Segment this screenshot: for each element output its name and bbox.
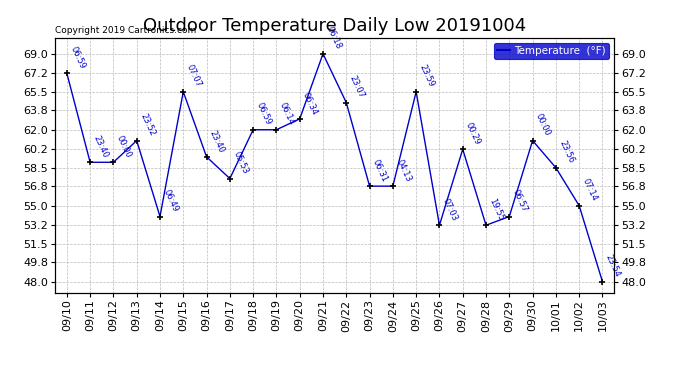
Text: 23:52: 23:52 xyxy=(138,112,157,138)
Text: 06:34: 06:34 xyxy=(301,90,319,116)
Text: 06:59: 06:59 xyxy=(68,45,86,70)
Text: 07:03: 07:03 xyxy=(441,197,459,222)
Text: 23:07: 23:07 xyxy=(348,74,366,100)
Text: 23:59: 23:59 xyxy=(417,63,436,89)
Text: 06:18: 06:18 xyxy=(324,26,343,51)
Text: 06:14: 06:14 xyxy=(278,102,296,127)
Text: 00:00: 00:00 xyxy=(534,112,552,138)
Text: 06:57: 06:57 xyxy=(511,188,529,214)
Text: 23:40: 23:40 xyxy=(208,129,226,154)
Text: 07:07: 07:07 xyxy=(185,63,203,89)
Text: 00:00: 00:00 xyxy=(115,134,133,159)
Text: 23:40: 23:40 xyxy=(92,134,110,159)
Text: 06:59: 06:59 xyxy=(255,102,273,127)
Text: 00:29: 00:29 xyxy=(464,121,482,147)
Text: 23:54: 23:54 xyxy=(604,254,622,279)
Text: Copyright 2019 Cartronics.com: Copyright 2019 Cartronics.com xyxy=(55,26,197,35)
Text: 06:49: 06:49 xyxy=(161,188,179,214)
Text: 07:14: 07:14 xyxy=(580,177,599,203)
Legend: Temperature  (°F): Temperature (°F) xyxy=(494,43,609,59)
Text: 19:55: 19:55 xyxy=(487,197,506,222)
Title: Outdoor Temperature Daily Low 20191004: Outdoor Temperature Daily Low 20191004 xyxy=(143,16,526,34)
Text: 05:53: 05:53 xyxy=(231,150,250,176)
Text: 04:13: 04:13 xyxy=(394,158,413,183)
Text: 06:31: 06:31 xyxy=(371,158,389,183)
Text: 23:56: 23:56 xyxy=(558,140,575,165)
